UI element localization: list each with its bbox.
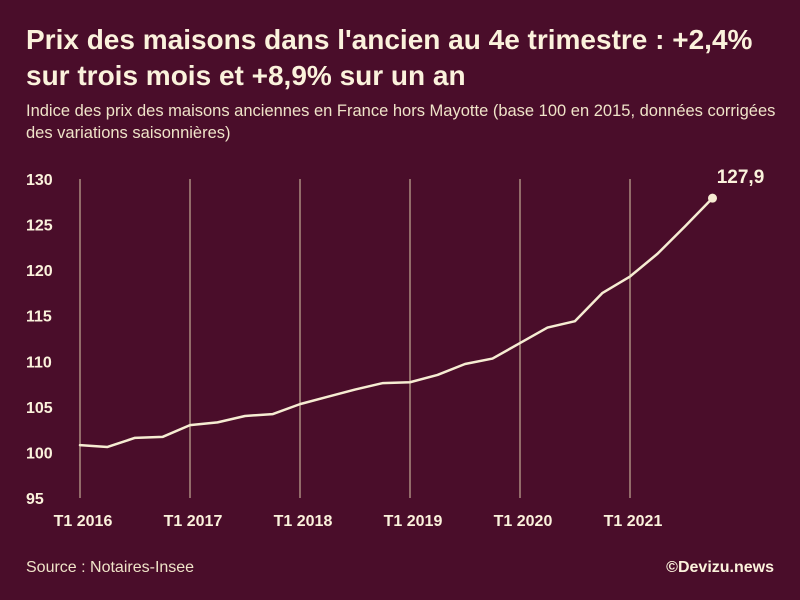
x-tick-label: T1 2017 bbox=[164, 513, 223, 530]
end-point-marker bbox=[708, 193, 717, 203]
chart-subtitle: Indice des prix des maisons anciennes en… bbox=[26, 102, 776, 142]
x-tick-label: T1 2021 bbox=[604, 513, 663, 530]
source-note: Source : Notaires-Insee bbox=[26, 559, 195, 576]
credit-logo-text: ©Devizu.news bbox=[666, 559, 774, 576]
y-tick-label: 105 bbox=[26, 400, 53, 417]
x-tick-label: T1 2016 bbox=[54, 513, 113, 530]
vertical-gridlines bbox=[79, 179, 631, 498]
y-tick-label: 120 bbox=[26, 263, 53, 280]
y-tick-label: 130 bbox=[26, 172, 53, 189]
y-tick-label: 95 bbox=[26, 491, 44, 508]
y-tick-label: 115 bbox=[26, 309, 52, 326]
x-tick-label: T1 2018 bbox=[274, 513, 333, 530]
y-tick-label: 100 bbox=[26, 445, 53, 462]
end-value-label: 127,9 bbox=[717, 167, 765, 188]
x-tick-label: T1 2020 bbox=[494, 513, 553, 530]
y-tick-label: 110 bbox=[26, 354, 52, 371]
y-tick-label: 125 bbox=[26, 218, 53, 235]
x-axis-tick-labels: T1 2016 T1 2017 T1 2018 T1 2019 T1 2020 T1 20… bbox=[54, 513, 663, 530]
series-line bbox=[78, 196, 714, 449]
x-tick-label: T1 2019 bbox=[384, 513, 443, 530]
annotations: 127,9 bbox=[708, 167, 764, 203]
chart-title: Prix des maisons dans l'ancien au 4e tri… bbox=[26, 24, 753, 91]
y-axis-tick-labels: 95 100 105 110 115 120 125 130 bbox=[26, 172, 53, 508]
series-line-group bbox=[78, 196, 714, 449]
